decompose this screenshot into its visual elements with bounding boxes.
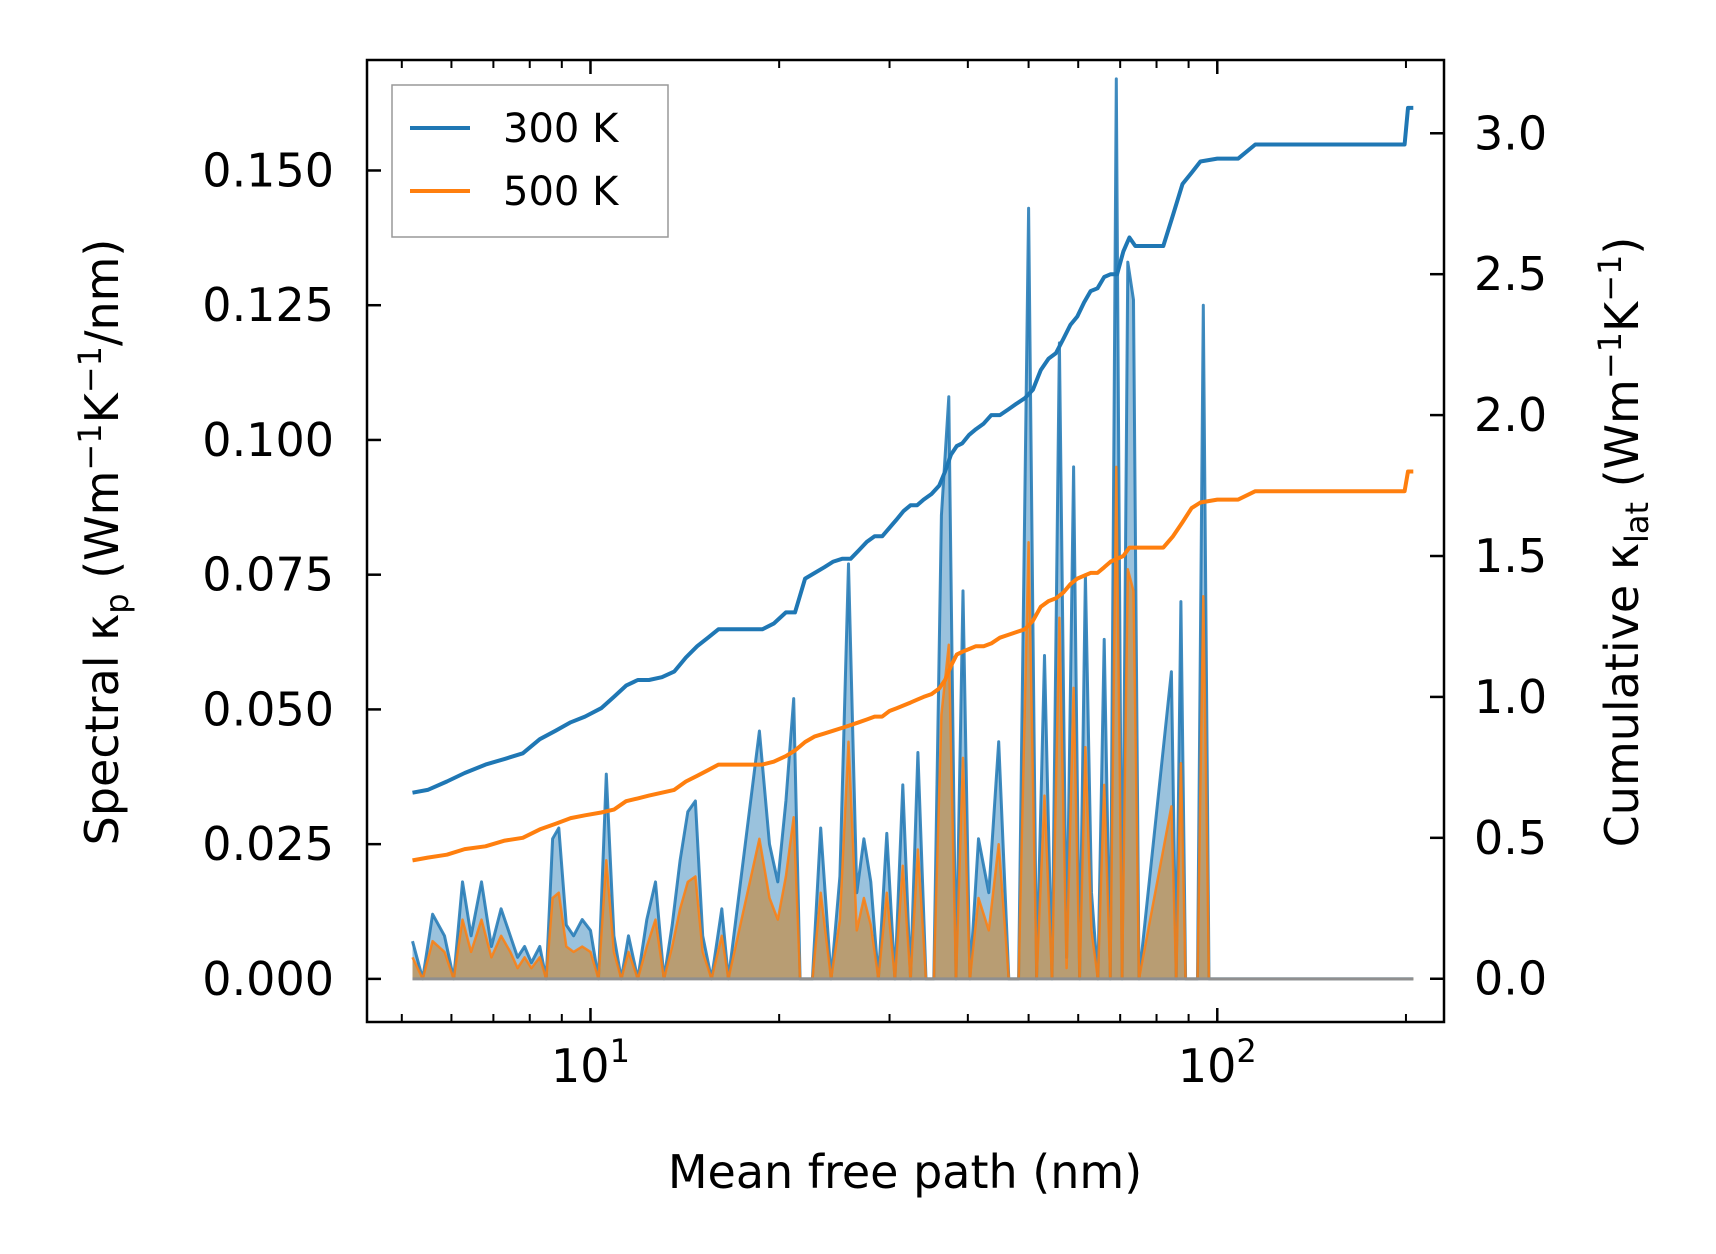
y-right-tick-label: 0.5 (1474, 811, 1547, 865)
y-right-tick-labels: 0.0 0.5 1.0 1.5 2.0 2.5 3.0 (1474, 106, 1547, 1005)
x-tick-label: 101 (551, 1032, 630, 1093)
y-left-tick-label: 0.025 (202, 817, 334, 871)
y-left-tick-label: 0.050 (202, 682, 334, 736)
y-left-tick-label: 0.000 (202, 952, 334, 1006)
y-left-tick-label: 0.100 (202, 413, 334, 467)
y-right-tick-label: 1.5 (1474, 529, 1547, 583)
legend: 300 K 500 K (391, 84, 669, 238)
x-axis-label: Mean free path (nm) (668, 1145, 1142, 1199)
y-left-tick-label: 0.075 (202, 548, 334, 602)
y-left-tick-labels: 0.000 0.025 0.050 0.075 0.100 0.125 0.150 (202, 143, 334, 1005)
spectral-line-300k (411, 77, 1414, 981)
plot-area (411, 77, 1414, 981)
y-left-tick-label: 0.125 (202, 278, 334, 332)
y-right-tick-label: 2.0 (1474, 388, 1547, 442)
cumulative-line-300k (412, 105, 1414, 795)
y-left-tick-label: 0.150 (202, 143, 334, 197)
legend-box (391, 84, 669, 238)
y-right-tick-label: 3.0 (1474, 106, 1547, 160)
legend-label-500k: 500 K (503, 169, 620, 215)
y-right-axis-label: Cumulative κlat (Wm−1K−1) (1591, 237, 1656, 848)
y-right-tick-label: 2.5 (1474, 247, 1547, 301)
x-tick-label: 102 (1178, 1032, 1257, 1093)
legend-label-300k: 300 K (503, 106, 620, 152)
y-right-tick-label: 1.0 (1474, 670, 1547, 724)
axes-frame (365, 58, 1446, 1024)
x-tick-labels: 101 102 (551, 1032, 1257, 1093)
y-right-tick-label: 0.0 (1474, 952, 1547, 1006)
spectral-line-500k (411, 465, 1414, 981)
y-left-axis-label: Spectral κp (Wm−1K−1/nm) (71, 239, 136, 846)
axis-ticks (367, 60, 1444, 1022)
cumulative-line-500k (412, 469, 1414, 863)
